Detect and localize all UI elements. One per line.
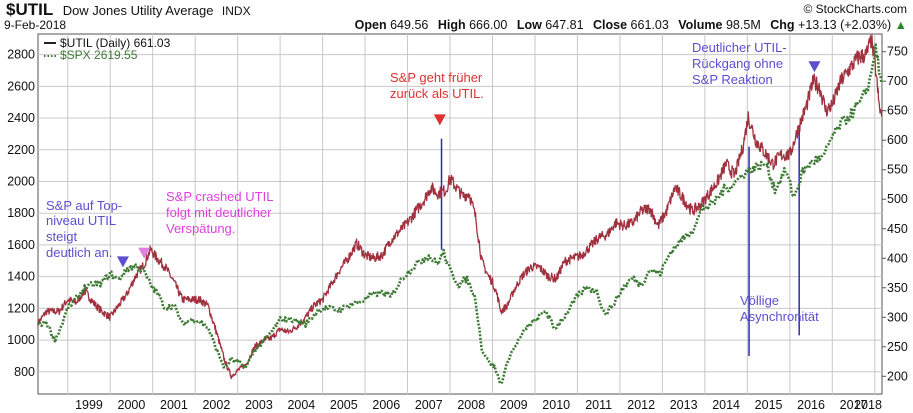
x-tick-label: 2001 [160, 398, 188, 412]
chg-value: +13.13 (+2.03%) [798, 18, 891, 32]
x-tick-label: 2011 [585, 398, 612, 412]
annotation-1-line-3: steigt [46, 229, 77, 244]
triangle-down-icon [138, 247, 151, 259]
annotation-3-line-1: S&P geht früher [390, 70, 483, 85]
y-left-tick-label: 1800 [7, 206, 35, 220]
annotation-5: Völlige Asynchronität [740, 293, 819, 324]
volume-value: 98.5M [726, 18, 761, 32]
y-right-tick-label: 700 [887, 74, 908, 88]
chg-up-icon: ▲ [895, 18, 907, 32]
annotation-2-line-2: folgt mit deutlicher [166, 205, 272, 220]
triangle-down-icon [116, 256, 129, 268]
annotation-2-line-3: Verspätung. [166, 221, 235, 236]
series-group [36, 34, 883, 385]
series-util-line [37, 34, 883, 380]
annotation-3-line-2: zurück als UTIL. [390, 86, 484, 101]
x-tick-label: 2014 [712, 398, 740, 412]
triangle-down-icon [808, 61, 821, 73]
y-left-tick-label: 2200 [7, 143, 35, 157]
annotation-1-line-1: S&P auf Top- [46, 198, 122, 213]
x-tick-label: 2015 [755, 398, 783, 412]
y-right-tick-label: 200 [887, 369, 908, 383]
x-tick-label: 2000 [118, 398, 146, 412]
close-label: Close [593, 18, 627, 32]
volume-label: Volume [678, 18, 722, 32]
ohlc-readout: Open 649.56 High 666.00 Low 647.81 Close… [355, 18, 907, 32]
y-right-tick-label: 350 [887, 281, 908, 295]
brand-watermark: © StockCharts.com [803, 2, 907, 16]
y-left-tick-label: 1400 [7, 270, 35, 284]
x-tick-label: 2016 [797, 398, 825, 412]
chart-symbol: $UTIL [6, 0, 53, 19]
y-right-tick-label: 600 [887, 133, 908, 147]
y-axis-left: 800 1000 1200 1400 1600 1800 2000 2200 2400 2600 2… [7, 48, 35, 379]
x-tick-label: 2003 [245, 398, 273, 412]
low-value: 647.81 [545, 18, 583, 32]
y-right-tick-label: 550 [887, 163, 908, 177]
annotation-4-line-1: Deutlicher UTIL- [692, 40, 787, 55]
x-tick-label: 2006 [372, 398, 400, 412]
chart-name: Dow Jones Utility Average [63, 3, 214, 18]
y-left-tick-label: 1200 [7, 301, 35, 315]
svg-text:$UTIL Dow Jones Utility Av: $UTIL Dow Jones Utility Average INDX [6, 0, 251, 19]
y-right-tick-label: 300 [887, 310, 908, 324]
x-tick-label: 2012 [627, 398, 655, 412]
annotation-2-line-1: S&P crashed UTIL [166, 189, 273, 204]
legend: $UTIL (Daily) 661.03 $SPX 2619.55 [44, 36, 171, 62]
annotation-4-line-3: S&P Reaktion [692, 72, 773, 87]
x-tick-label: 2004 [287, 398, 315, 412]
y-left-tick-label: 2000 [7, 174, 35, 188]
y-left-tick-label: 2400 [7, 111, 35, 125]
chg-label: Chg [770, 18, 794, 32]
annotation-1-line-2: niveau UTIL [46, 213, 116, 228]
y-right-tick-label: 250 [887, 340, 908, 354]
high-label: High [438, 18, 466, 32]
x-tick-label: 2008 [457, 398, 485, 412]
annotation-5-line-1: Völlige [740, 293, 779, 308]
x-tick-label: 2018 [854, 398, 882, 412]
legend-spx: $SPX 2619.55 [60, 48, 138, 62]
annotation-3: S&P geht früher zurück als UTIL. [390, 70, 484, 101]
chart-date: 9-Feb-2018 [4, 18, 66, 32]
annotation-5-line-2: Asynchronität [740, 309, 819, 324]
y-left-tick-label: 2800 [7, 48, 35, 62]
y-left-tick-label: 1600 [7, 238, 35, 252]
y-right-tick-label: 450 [887, 222, 908, 236]
x-tick-label: 2002 [202, 398, 230, 412]
grid-lines [38, 34, 882, 394]
annotation-2: S&P crashed UTIL folgt mit deutlicher Ve… [166, 189, 273, 236]
y-right-tick-label: 400 [887, 251, 908, 265]
plot-area [37, 33, 883, 395]
x-tick-label: 2007 [415, 398, 443, 412]
y-right-tick-label: 750 [887, 45, 908, 59]
annotation-1-line-4: deutlich an. [46, 245, 113, 260]
y-axis-right: 200 250 300 350 400 450 500 550 600 650 700 750 [882, 45, 908, 383]
y-left-tick-label: 1000 [7, 333, 35, 347]
legend-util: $UTIL (Daily) 661.03 [60, 36, 171, 50]
x-tick-label: 1999 [75, 398, 103, 412]
y-left-tick-label: 800 [14, 365, 35, 379]
x-tick-label: 2010 [542, 398, 570, 412]
low-label: Low [517, 18, 542, 32]
x-tick-label: 2005 [330, 398, 358, 412]
triangle-down-icon [433, 114, 446, 126]
annotation-1: S&P auf Top- niveau UTIL steigt deutlich… [46, 198, 122, 260]
annotation-4-line-2: Rückgang ohne [692, 56, 783, 71]
triangle-markers [116, 61, 821, 268]
series-spx-line [36, 43, 883, 385]
x-tick-label: 2013 [670, 398, 698, 412]
y-left-tick-label: 2600 [7, 79, 35, 93]
annotation-4: Deutlicher UTIL- Rückgang ohne S&P Reakt… [692, 40, 787, 87]
high-value: 666.00 [469, 18, 507, 32]
x-tick-label: 2009 [500, 398, 528, 412]
x-tick-label: 2017 [840, 398, 868, 412]
open-value: 649.56 [390, 18, 428, 32]
close-value: 661.03 [631, 18, 669, 32]
x-axis: 1999 2000 2001 2002 2003 2004 2005 2006 2007 2008… [75, 398, 882, 412]
y-right-tick-label: 500 [887, 192, 908, 206]
open-label: Open [355, 18, 387, 32]
y-right-tick-label: 650 [887, 104, 908, 118]
chart-exchange: INDX [222, 4, 251, 18]
